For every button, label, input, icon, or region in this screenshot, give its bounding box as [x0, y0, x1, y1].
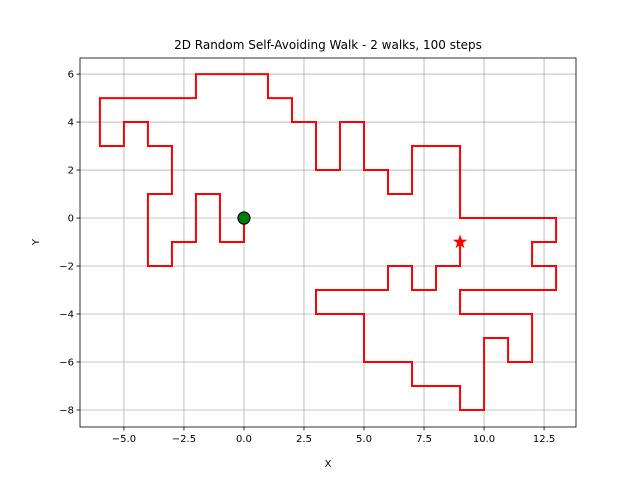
x-tick-label: 7.5	[416, 434, 432, 445]
walk-line	[98, 73, 558, 411]
x-tick-label: −5.0	[112, 434, 136, 445]
x-tick-label: 5.0	[356, 434, 372, 445]
x-tick-label: 10.0	[473, 434, 495, 445]
y-tick-label: 2	[68, 166, 74, 177]
x-tick-label: 2.5	[296, 434, 312, 445]
y-tick-label: −6	[59, 357, 74, 368]
x-tick-label: 12.5	[533, 434, 555, 445]
y-tick-label: 6	[68, 70, 74, 81]
y-tick-label: 0	[68, 214, 74, 225]
y-tick-label: 4	[68, 118, 74, 129]
chart-title: 2D Random Self-Avoiding Walk - 2 walks, …	[174, 38, 482, 52]
y-axis-label: Y	[31, 238, 42, 246]
start-marker	[237, 211, 251, 225]
x-axis-label: X	[325, 459, 332, 470]
end-marker	[452, 234, 468, 249]
x-tick-label: −2.5	[172, 434, 196, 445]
x-tick-label: 0.0	[236, 434, 252, 445]
y-tick-label: −4	[59, 309, 74, 320]
y-tick-label: −8	[59, 405, 74, 416]
plot-frame	[79, 57, 577, 428]
y-tick-label: −2	[59, 262, 74, 273]
